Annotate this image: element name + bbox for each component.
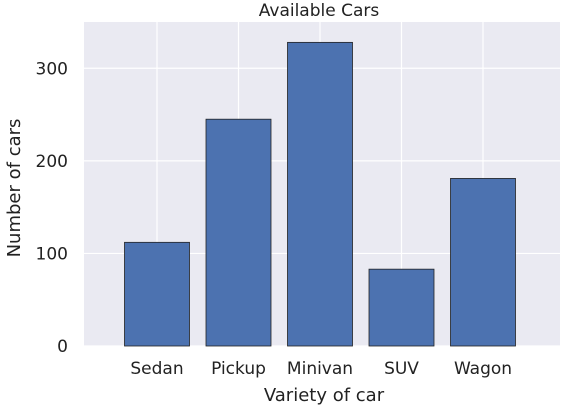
- y-tick-label: 300: [36, 59, 68, 79]
- y-tick-label: 0: [57, 337, 68, 357]
- bar-wagon: [450, 178, 516, 347]
- chart-title: Available Cars: [259, 1, 380, 21]
- x-axis-title: Variety of car: [264, 385, 385, 406]
- y-tick-label: 100: [36, 244, 68, 264]
- bar-minivan: [287, 41, 353, 347]
- x-tick-labels: Sedan Pickup Minivan SUV Wagon: [130, 359, 512, 379]
- y-tick-labels: 0 100 200 300: [36, 59, 68, 357]
- bar-sedan: [124, 241, 190, 347]
- x-tick-label: Wagon: [454, 359, 512, 379]
- x-tick-label: Sedan: [130, 359, 183, 379]
- y-axis-title: Number of cars: [4, 119, 25, 258]
- y-tick-label: 200: [36, 152, 68, 172]
- x-tick-label: Pickup: [211, 359, 266, 379]
- x-tick-label: Minivan: [287, 359, 353, 379]
- bars: [124, 41, 516, 347]
- x-tick-label: SUV: [384, 359, 419, 379]
- bar-pickup: [205, 118, 272, 347]
- bar-suv: [368, 268, 435, 347]
